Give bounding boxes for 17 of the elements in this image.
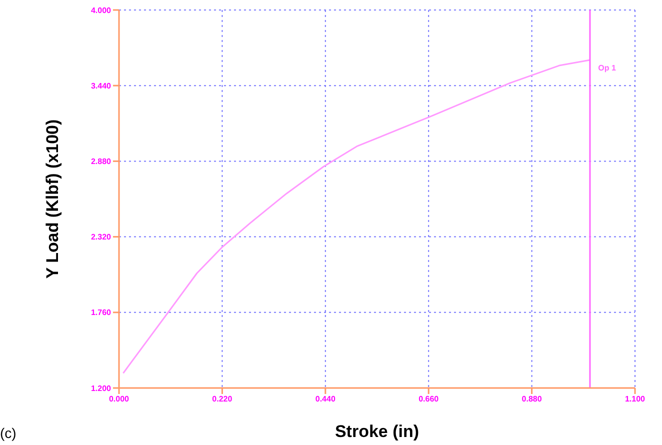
y-tick-label: 3.440 <box>90 81 112 90</box>
y-tick-label: 1.760 <box>90 308 112 318</box>
text: (c) <box>0 425 16 441</box>
x-tick-label: 0.000 <box>108 394 130 404</box>
x-tick-label: 0.880 <box>522 394 542 404</box>
x-tick-label: 0.440 <box>315 394 336 404</box>
y-tick-label: 2.320 <box>90 232 112 242</box>
ref-line-label: Op 1 <box>598 64 617 73</box>
y-tick-label: 2.880 <box>90 157 112 166</box>
x-tick-label: 1.100 <box>624 394 646 404</box>
line-series <box>122 59 591 374</box>
x-tick-label: 0.220 <box>212 394 233 404</box>
y-axis-title: Y Load (Klbf) (x100) <box>43 119 62 279</box>
y-tick-label: 4.000 <box>90 6 112 15</box>
y-tick-label: 1.200 <box>90 384 112 393</box>
x-tick-label: 0.660 <box>418 394 440 404</box>
x-axis-title: Stroke (in) <box>334 422 420 441</box>
